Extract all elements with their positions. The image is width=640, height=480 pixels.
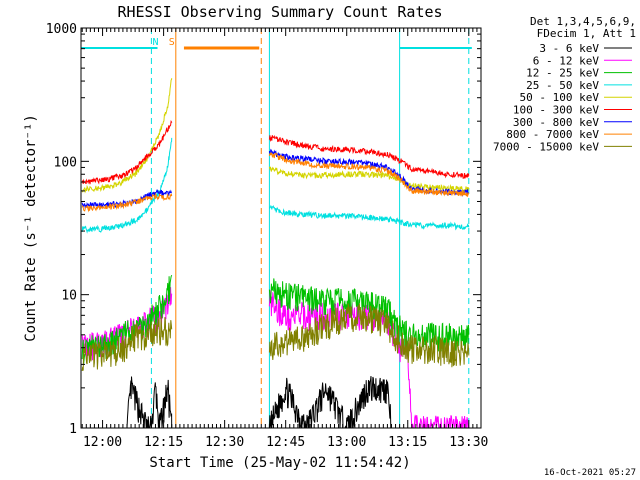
x-tick-label: 13:00 [327, 435, 366, 450]
x-tick-label: 13:30 [449, 435, 488, 450]
x-tick-label: 12:30 [205, 435, 244, 450]
y-tick-label: 1000 [46, 22, 77, 37]
legend-entry-label: 100 - 300 keV [513, 104, 599, 117]
series-trace-segment [81, 78, 173, 194]
series-trace-segment [81, 137, 173, 234]
y-tick-label: 10 [61, 289, 77, 304]
series-25-to-50keV-kev [81, 137, 470, 234]
x-axis-label: Start Time (25-May-02 11:54:42) [149, 455, 410, 471]
series-trace-segment [81, 316, 173, 371]
plot-frame [80, 27, 482, 429]
legend-entry-label: 50 - 100 keV [520, 91, 600, 104]
y-tick-label: 100 [54, 155, 77, 170]
series-trace-segment [268, 135, 470, 179]
series-100-to-300keV-kev [81, 119, 470, 185]
x-tick-label: 13:15 [388, 435, 427, 450]
legend-entry-label: 7000 - 15000 keV [493, 140, 599, 153]
legend-entry-label: 300 - 800 keV [513, 116, 599, 129]
legend-entry-label: 6 - 12 keV [533, 54, 600, 67]
series-trace-segment [81, 119, 173, 185]
series-trace-segment [268, 152, 470, 197]
series-layer [81, 78, 470, 428]
y-tick-label: 1 [69, 422, 77, 437]
x-tick-label: 12:15 [144, 435, 183, 450]
legend-entry-label: 3 - 6 keV [539, 42, 599, 55]
series-12-to-25keV-kev [81, 275, 470, 364]
footer-timestamp: 16-Oct-2021 05:27 [544, 468, 636, 478]
series-50-to-100keV-kev [81, 78, 470, 194]
legend-entry-label: 800 - 7000 keV [506, 128, 599, 141]
annotation-n: N [152, 37, 158, 48]
series-trace-segment [268, 166, 470, 193]
legend-header-line: Det 1,3,4,5,6,9, [530, 15, 636, 28]
legend-entry-label: 25 - 50 keV [526, 79, 599, 92]
annotation-s: S [169, 37, 175, 48]
series-trace-segment [126, 376, 173, 428]
series-trace-segment [268, 204, 470, 231]
series-trace-segment [268, 278, 470, 352]
series-3-to-6keV-kev [126, 376, 392, 428]
x-tick-label: 12:45 [266, 435, 305, 450]
series-7000-to-15000keV-kev [81, 303, 470, 371]
series-trace-segment [81, 192, 173, 213]
legend-header-line: FDecim 1, Att 1 [537, 27, 636, 40]
y-axis-label: Count Rate (s⁻¹ detector⁻¹) [23, 114, 39, 342]
x-tick-label: 12:00 [83, 435, 122, 450]
legend-entry-label: 12 - 25 keV [526, 67, 599, 80]
series-800-to-7000keV-kev [81, 152, 470, 213]
series-trace-segment [268, 376, 392, 428]
axes-layer: 1 10 100 1000 12:00 12:15 12:30 12:45 13:00 13:15… [46, 22, 489, 450]
series-trace-segment [268, 303, 470, 368]
chart-title: RHESSI Observing Summary Count Rates [117, 3, 442, 21]
legend: Det 1,3,4,5,6,9,FDecim 1, Att 1 3 - 6 keV… [493, 15, 636, 153]
